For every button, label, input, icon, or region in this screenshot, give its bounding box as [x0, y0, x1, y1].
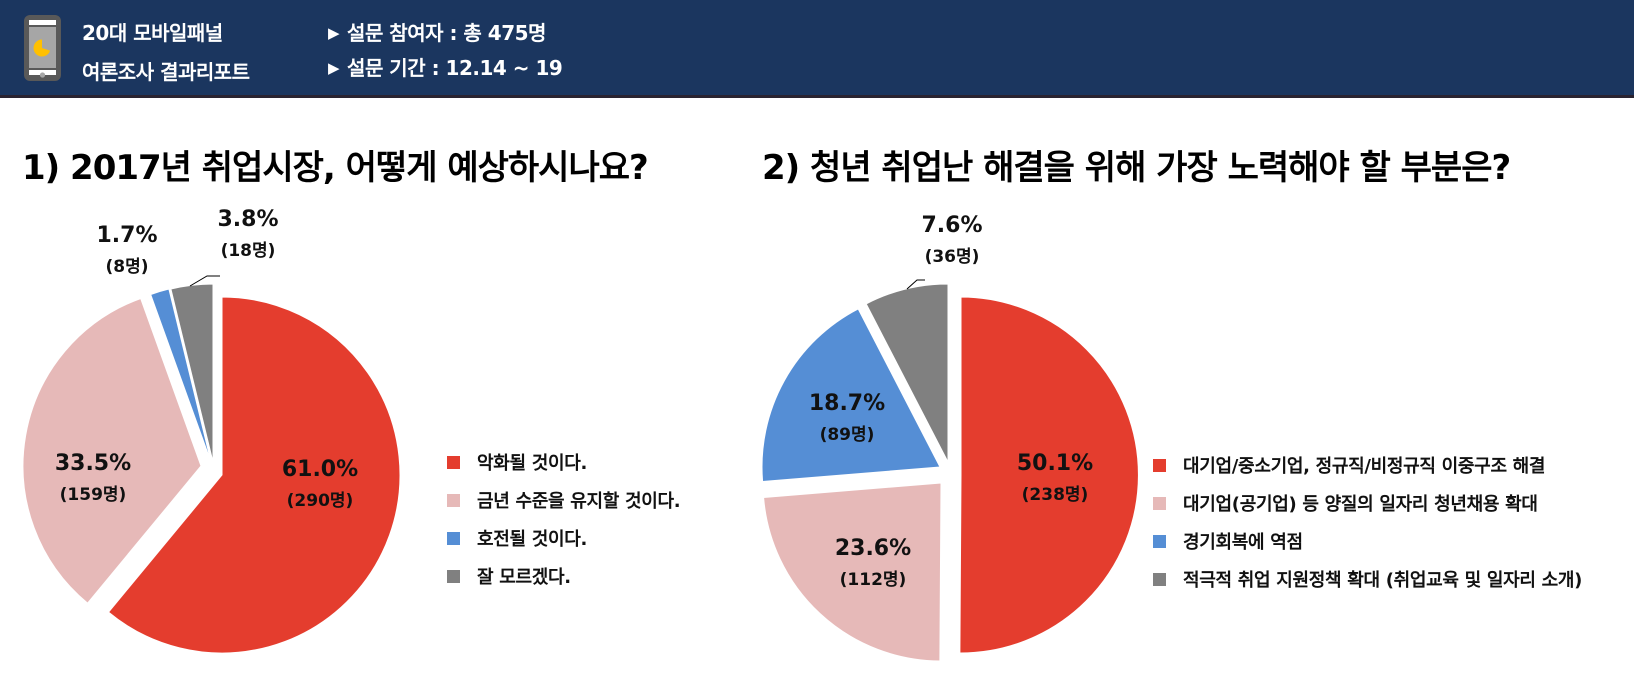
participants-info: ▶ 설문 참여자 : 총 475명: [328, 17, 546, 46]
legend-item: 호전될 것이다.: [447, 519, 680, 557]
legend-item: 적극적 취업 지원정책 확대 (취업교육 및 일자리 소개): [1153, 560, 1582, 598]
pie-slice-red: [959, 296, 1139, 654]
question-2-title: 2) 청년 취업난 해결을 위해 가장 노력해야 할 부분은?: [762, 148, 1511, 188]
period-text: 설문 기간 : 12.14 ~ 19: [347, 56, 563, 80]
pie-slice-blue: [761, 308, 941, 483]
triangle-bullet-icon: ▶: [328, 24, 340, 42]
pie-chart-1: [22, 283, 401, 654]
brand-title: 20대 모바일패널: [82, 21, 223, 45]
report-header: 20대 모바일패널 여론조사 결과리포트 ▶ 설문 참여자 : 총 475명 ▶ 설…: [0, 0, 1634, 98]
legend-1: 악화될 것이다. 금년 수준을 유지할 것이다. 호전될 것이다. 잘 모르겠다…: [447, 443, 681, 595]
legend-2: 대기업/중소기업, 정규직/비정규직 이중구조 해결 대기업(공기업) 등 양질…: [1153, 446, 1582, 598]
leader-line-grey-1: [189, 275, 220, 287]
legend-swatch-blue: [447, 531, 460, 545]
slice-label-pink-1: 33.5% (159명): [54, 451, 132, 505]
legend-item: 악화될 것이다.: [447, 443, 680, 481]
phone-pie-icon: [24, 15, 61, 81]
slice-label-red-1: 61.0% (290명): [281, 457, 359, 511]
legend-item: 금년 수준을 유지할 것이다.: [447, 481, 681, 519]
legend-swatch-blue: [1153, 534, 1166, 548]
legend-swatch-pink: [1153, 496, 1166, 510]
participants-text: 설문 참여자 : 총 475명: [347, 21, 546, 45]
question-1-title: 1) 2017년 취업시장, 어떻게 예상하시나요?: [22, 148, 649, 188]
pie-slice-grey: [865, 283, 949, 463]
pie-slice-red: [107, 296, 401, 654]
slice-label-blue-1: 1.7% (8명): [96, 223, 158, 277]
pie-chart-2: [761, 283, 1139, 662]
pie-slice-pink: [22, 297, 202, 604]
legend-swatch-red: [1153, 458, 1166, 472]
legend-swatch-grey: [447, 569, 460, 583]
pie-slice-pink: [763, 482, 942, 662]
leader-line-grey-2: [906, 279, 925, 290]
legend-item: 대기업/중소기업, 정규직/비정규직 이중구조 해결: [1153, 446, 1582, 484]
triangle-bullet-icon: ▶: [328, 59, 340, 77]
slice-label-blue-2: 18.7% (89명): [808, 391, 886, 445]
legend-item: 경기회복에 역점: [1153, 522, 1582, 560]
legend-swatch-grey: [1153, 572, 1166, 586]
legend-item: 대기업(공기업) 등 양질의 일자리 청년채용 확대: [1153, 484, 1582, 522]
slice-label-grey-1: 3.8% (18명): [217, 207, 279, 261]
slice-label-red-2: 50.1% (238명): [1016, 451, 1094, 505]
slice-label-pink-2: 23.6% (112명): [834, 536, 912, 590]
pie-slice-blue: [150, 288, 212, 463]
brand-subtitle: 여론조사 결과리포트: [82, 60, 250, 84]
legend-swatch-red: [447, 455, 460, 469]
legend-item: 잘 모르겠다.: [447, 557, 680, 595]
period-info: ▶ 설문 기간 : 12.14 ~ 19: [328, 52, 563, 81]
slice-label-grey-2: 7.6% (36명): [921, 213, 983, 267]
legend-swatch-pink: [447, 493, 460, 507]
